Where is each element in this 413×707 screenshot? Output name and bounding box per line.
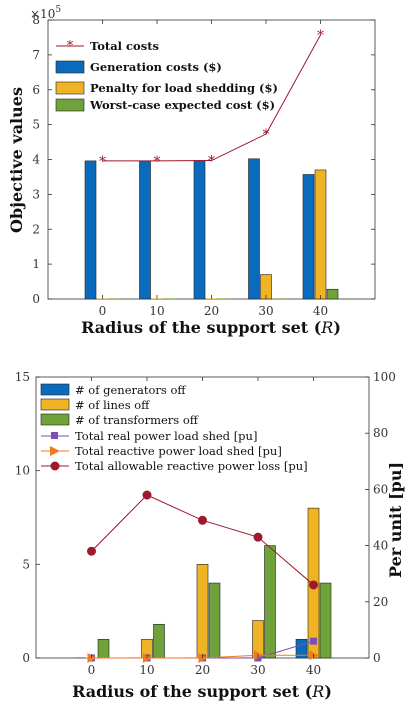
top-ytick-3: 3 xyxy=(32,187,40,201)
bottom-bar-of-lines-off-20 xyxy=(196,564,209,659)
bottom-point-total-reactive-power-load-shed-pu-0 xyxy=(87,653,97,663)
top-y-axis-label: Objective values xyxy=(7,87,26,233)
top-ytick-0: 0 xyxy=(32,292,40,306)
bottom-chart: 0 5 10 15 0 20 40 60 80 100 0 10 20 30 40 Radius of … xyxy=(15,370,405,701)
bottom-point-total-real-power-load-shed-pu-40 xyxy=(310,637,317,645)
top-xtick-40: 40 xyxy=(313,304,328,318)
top-xtick-10: 10 xyxy=(149,304,164,318)
top-point-total-costs-10: * xyxy=(154,154,161,170)
bottom-bar-of-transformers-off-30 xyxy=(264,545,276,659)
bottom-xtick-30: 30 xyxy=(250,663,265,677)
top-xtick-20: 20 xyxy=(204,304,219,318)
bottom-legend: # of generators off # of lines off # of … xyxy=(40,383,308,473)
triangle-marker-icon xyxy=(50,446,60,456)
bottom-legend-real-power: Total real power load shed [pu] xyxy=(41,429,257,443)
bottom-bar-of-transformers-off-0 xyxy=(97,638,110,659)
svg-text:Total allowable reactive power: Total allowable reactive power loss [pu] xyxy=(75,459,308,473)
bottom-bar-of-generators-off-40 xyxy=(295,638,308,659)
bottom-bar-of-transformers-off-20 xyxy=(208,582,221,659)
bottom-xtick-0: 0 xyxy=(88,663,96,677)
bottom-legend-generators: # of generators off xyxy=(40,383,186,397)
bottom-legend-lines: # of lines off xyxy=(40,398,150,412)
bottom-xtick-20: 20 xyxy=(195,663,210,677)
bottom-ytick-left-0: 0 xyxy=(22,651,30,665)
bottom-ytick-right-0: 0 xyxy=(373,651,381,665)
top-point-total-costs-30: * xyxy=(263,127,270,143)
svg-text:Total reactive power load shed: Total reactive power load shed [pu] xyxy=(75,444,282,458)
bottom-point-total-allowable-reactive-power-loss-pu-10 xyxy=(142,490,152,500)
top-ytick-7: 7 xyxy=(32,48,40,62)
top-x-axis-label: Radius of the support set (R) xyxy=(81,318,341,337)
bottom-bar-of-transformers-off-10 xyxy=(153,623,165,659)
svg-text:Generation costs ($): Generation costs ($) xyxy=(90,60,222,74)
bottom-ytick-right-80: 80 xyxy=(373,426,388,440)
top-bar-worst-case-expected-cost-20 xyxy=(218,298,229,299)
svg-text:Total real power load shed [pu: Total real power load shed [pu] xyxy=(75,429,257,443)
top-bar-generation-costs-20 xyxy=(193,160,206,300)
top-ytick-2: 2 xyxy=(32,222,40,236)
top-bar-generation-costs-30 xyxy=(248,158,260,300)
top-ytick-5: 5 xyxy=(32,118,40,132)
bottom-right-axis-label: Per unit [pu] xyxy=(386,462,405,578)
square-marker-icon xyxy=(51,432,58,439)
top-legend-worst-case: Worst-case expected cost ($) xyxy=(55,98,275,112)
top-xtick-30: 30 xyxy=(258,304,273,318)
bottom-ytick-right-40: 40 xyxy=(373,539,388,553)
top-point-total-costs-40: * xyxy=(317,28,324,44)
top-bar-worst-case-expected-cost-0 xyxy=(109,298,120,299)
bottom-point-total-allowable-reactive-power-loss-pu-30 xyxy=(253,532,263,542)
bottom-ytick-right-100: 100 xyxy=(373,370,396,384)
top-legend-penalty: Penalty for load shedding ($) xyxy=(55,81,278,95)
top-ytick-8: 8 xyxy=(32,13,40,27)
bottom-ytick-left-5: 5 xyxy=(22,557,30,571)
top-bar-generation-costs-0 xyxy=(84,160,97,300)
top-legend-total-costs: * Total costs xyxy=(56,39,159,54)
bottom-x-axis-label: Radius of the support set (R) xyxy=(72,682,332,701)
top-bar-penalty-for-load-shedding-40 xyxy=(314,169,327,300)
bottom-point-total-allowable-reactive-power-loss-pu-40 xyxy=(309,580,318,590)
top-bar-worst-case-expected-cost-30 xyxy=(272,298,284,299)
svg-text:# of generators off: # of generators off xyxy=(75,383,186,397)
bottom-point-total-reactive-power-load-shed-pu-10 xyxy=(143,653,152,663)
top-legend: * Total costs Generation costs ($) Penal… xyxy=(55,39,278,112)
bottom-point-total-reactive-power-load-shed-pu-30 xyxy=(254,650,263,661)
svg-text:Total costs: Total costs xyxy=(90,39,159,53)
top-point-total-costs-20: * xyxy=(208,154,215,170)
bottom-bar-of-generators-off-0 xyxy=(74,657,85,658)
svg-text:Penalty for load shedding ($): Penalty for load shedding ($) xyxy=(90,81,278,95)
bottom-xtick-10: 10 xyxy=(139,663,154,677)
bottom-point-total-reactive-power-load-shed-pu-20 xyxy=(198,653,208,663)
top-bar-generation-costs-40 xyxy=(302,174,315,300)
bottom-legend-transformers: # of transformers off xyxy=(40,413,199,427)
bottom-legend-reactive-power: Total reactive power load shed [pu] xyxy=(41,444,282,458)
top-xtick-0: 0 xyxy=(99,304,107,318)
bottom-bar-of-transformers-off-40 xyxy=(319,582,332,659)
top-line-total-costs xyxy=(102,34,321,162)
circle-marker-icon xyxy=(50,461,60,471)
bottom-point-total-reactive-power-load-shed-pu-40 xyxy=(309,650,319,661)
top-bar-generation-costs-10 xyxy=(139,160,151,300)
bottom-legend-allowable-loss: Total allowable reactive power loss [pu] xyxy=(41,459,308,473)
top-bar-worst-case-expected-cost-10 xyxy=(163,298,175,299)
top-point-total-costs-0: * xyxy=(99,154,106,170)
top-y-scale-label: ×105 xyxy=(30,5,61,21)
bottom-ytick-right-60: 60 xyxy=(373,482,388,496)
svg-text:# of transformers off: # of transformers off xyxy=(75,413,199,427)
star-marker-icon: * xyxy=(67,39,74,54)
bottom-ytick-left-15: 15 xyxy=(15,370,30,384)
top-ytick-4: 4 xyxy=(32,153,40,167)
bottom-ytick-right-20: 20 xyxy=(373,595,388,609)
bottom-point-total-allowable-reactive-power-loss-pu-20 xyxy=(198,515,207,525)
svg-text:Worst-case expected cost ($): Worst-case expected cost ($) xyxy=(89,98,275,112)
top-ytick-6: 6 xyxy=(32,83,40,97)
top-ytick-1: 1 xyxy=(32,257,40,271)
top-legend-generation: Generation costs ($) xyxy=(55,60,222,74)
bottom-ytick-left-10: 10 xyxy=(15,464,30,478)
svg-text:# of lines off: # of lines off xyxy=(75,398,150,412)
top-bar-worst-case-expected-cost-40 xyxy=(326,288,339,300)
bottom-point-total-allowable-reactive-power-loss-pu-0 xyxy=(87,546,96,556)
top-chart: * * * * * 0 1 2 3 4 5 6 7 8 0 10 20 30 40 ×105 Radius of… xyxy=(7,5,376,337)
bottom-xtick-40: 40 xyxy=(306,663,321,677)
